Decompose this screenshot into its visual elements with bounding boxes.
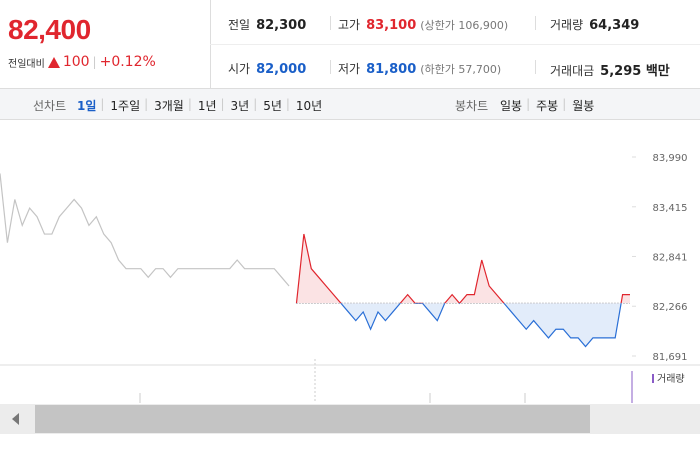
divider: |: [285, 97, 290, 111]
tab[interactable]: 1일: [77, 99, 97, 113]
divider: [330, 16, 331, 30]
stat-value: 81,800: [366, 62, 417, 77]
line: [0, 173, 290, 287]
stat: 거래량 64,349: [550, 16, 639, 33]
tab-bar: 선차트 1일 | 1주일 | 3개월 | 1년 | 3년 | 5년 | 10년 봉차트 일봉 | 주봉 | 월봉: [0, 88, 700, 120]
y-tick-label: 83,415: [653, 203, 688, 214]
area-up: [296, 234, 630, 304]
stat-value: 82,000: [256, 62, 307, 77]
divider: |: [562, 97, 567, 111]
line-up: [295, 233, 630, 304]
legend-label: 거래량: [657, 373, 685, 385]
stat-note: (상한가 106,900): [420, 19, 509, 32]
tab[interactable]: 3개월: [154, 99, 184, 113]
up-icon: [47, 56, 60, 68]
stat-value: 5,295 백만: [600, 64, 670, 79]
legend-swatch: [652, 374, 654, 383]
divider: |: [144, 97, 149, 111]
stat-value: 64,349: [589, 18, 640, 33]
stat-label: 전일: [228, 18, 251, 32]
area-down: [296, 303, 630, 347]
divider: [330, 60, 331, 74]
tab[interactable]: 주봉: [536, 99, 559, 113]
divider: |: [187, 97, 192, 111]
divider: |: [526, 97, 531, 111]
tab[interactable]: 일봉: [500, 99, 523, 113]
chart: 거래량 81,691 82,266 82,841 83,415 83,990: [0, 153, 700, 403]
stat-label: 고가: [338, 18, 361, 32]
stat-label: 거래대금: [550, 64, 595, 78]
tab[interactable]: 1년: [197, 99, 217, 113]
divider: |: [220, 97, 225, 111]
y-tick-label: 81,691: [653, 352, 688, 363]
change-amount: 100: [62, 54, 90, 70]
change-rate: +0.12%: [99, 54, 156, 70]
stat: 전일 82,300: [228, 16, 306, 33]
change-row: 전일대비 100 | +0.12%: [8, 54, 156, 70]
scroll-left[interactable]: [10, 412, 22, 426]
tab[interactable]: 5년: [263, 99, 282, 113]
tab-group-label: 봉차트: [455, 99, 489, 113]
stat: 고가 83,100 (상한가 106,900): [338, 16, 508, 33]
tab-group-label: 선차트: [33, 99, 67, 113]
divider: |: [92, 55, 97, 69]
divider: [535, 60, 536, 74]
y-tick-label: 83,990: [653, 153, 688, 164]
stat: 저가 81,800 (하한가 57,700): [338, 60, 501, 77]
y-tick-label: 82,266: [653, 302, 688, 313]
divider: |: [253, 97, 258, 111]
line-down: [296, 303, 622, 348]
tab[interactable]: 10년: [295, 99, 323, 113]
stat-note: (하한가 57,700): [420, 63, 502, 76]
tab[interactable]: 1주일: [110, 99, 141, 113]
stat-label: 거래량: [550, 18, 584, 32]
divider: [210, 44, 700, 45]
divider: |: [100, 97, 105, 111]
stat-label: 시가: [228, 62, 251, 76]
stat: 거래대금 5,295 백만: [550, 60, 670, 79]
tab[interactable]: 월봉: [572, 99, 595, 113]
scrollbar[interactable]: [0, 404, 700, 434]
stat-value: 82,300: [256, 18, 307, 33]
scroll-thumb[interactable]: [35, 405, 590, 433]
tab[interactable]: 3년: [230, 99, 250, 113]
current-price: 82,400: [8, 14, 91, 45]
stat-value: 83,100: [366, 18, 417, 33]
change-label: 전일대비: [8, 58, 45, 70]
stat: 시가 82,000: [228, 60, 306, 77]
divider: [535, 16, 536, 30]
y-tick-label: 82,841: [653, 252, 688, 263]
stat-label: 저가: [338, 62, 361, 76]
